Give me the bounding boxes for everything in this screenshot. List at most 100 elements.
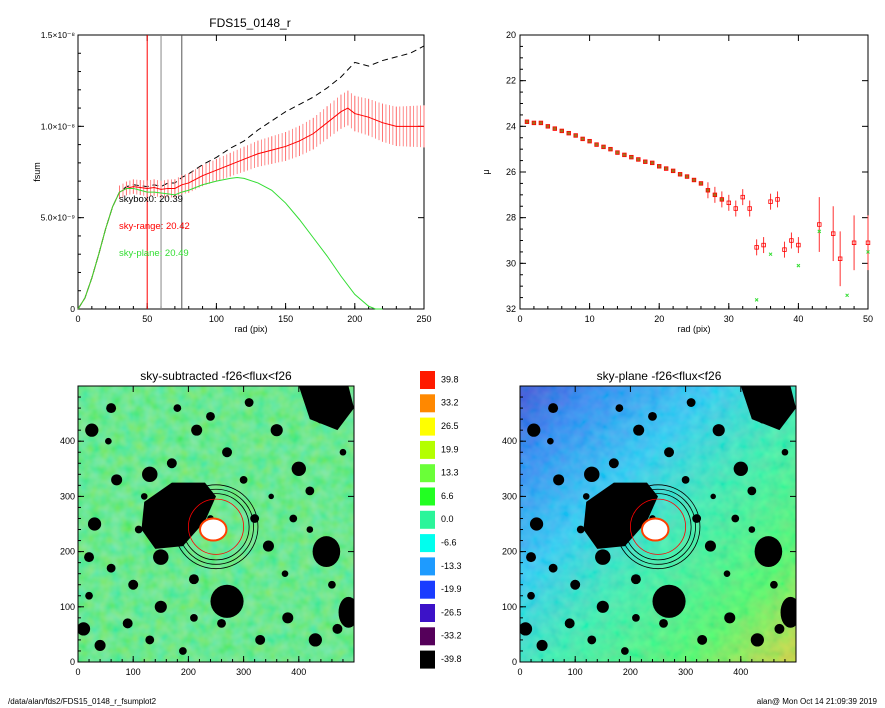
aperture-ring [178,488,254,565]
point-red [851,240,857,245]
mask-blob [582,493,590,500]
x-tick-label: 150 [278,314,293,324]
x-tick-label: 400 [291,667,306,677]
point-red [629,154,634,160]
mu-plot-points [524,119,871,302]
colorbar-swatch [420,464,435,483]
x-tick-label: 250 [416,314,431,324]
point-red [622,152,627,158]
mask-blob [105,437,112,445]
y-tick-label: 22 [506,76,516,86]
footer-path: /data/alan/fds2/FDS15_0148_r_fsumplot2 [8,697,157,706]
point-red [643,159,648,164]
mask-blob [686,398,696,407]
mask-blob [84,552,95,563]
point-red [789,238,794,243]
colorbar-swatch [420,487,435,506]
mask-blob [222,447,233,458]
sky-subtracted-masks [78,386,354,655]
y-tick-label: 32 [506,304,516,314]
colorbar-label: 39.8 [441,374,459,384]
point-red [670,168,676,174]
point-red [566,130,571,136]
x-tick-label: 50 [863,314,873,324]
mask-blob [142,466,158,483]
x-tick-label: 20 [654,314,664,324]
mask-blob [584,466,600,483]
target-core [640,517,670,542]
point-red [754,245,759,250]
mask-blob [308,633,322,647]
mask-blob [724,612,736,624]
mask-blob [106,403,117,414]
colorbar-swatch [420,604,435,622]
y-tick-label: 200 [60,547,75,557]
mask-blob [281,570,289,577]
point-red [615,150,620,155]
point-red [524,119,530,124]
point-red [601,144,606,150]
point-green [845,293,849,298]
point-red [573,133,578,138]
aperture-ring [173,484,259,570]
point-red [768,199,773,204]
mask-blob [217,618,226,628]
point-red [831,231,836,236]
mask-blob [648,411,657,421]
colorbar-label: -6.6 [441,537,457,547]
colorbar-label: -26.5 [441,607,462,617]
y-tick-label: 20 [506,30,516,40]
x-tick-label: 200 [623,667,638,677]
sky-subtracted-map: sky-subtracted -f26<flux<f26 00 100 100 200… [60,369,355,677]
colorbar-label: 13.3 [441,468,459,478]
mask-blob [564,618,575,629]
point-red [531,120,537,126]
mask-blob [748,526,756,533]
point-red [705,188,711,193]
mu-profile-plot: rad (pix) μ 0 10 20 30 40 50 20 22 24 26 28 30 32 [481,30,873,334]
mask-blob-large [338,596,354,628]
sky-plane-masks [520,386,796,655]
series-line-red [77,107,424,310]
mask-blob [94,639,106,651]
y-tick-label: 300 [502,491,517,501]
colorbar-swatch [420,627,435,646]
y-tick-label: 100 [60,602,75,612]
point-red [552,126,557,131]
mask-blob [527,423,541,437]
point-red [817,222,822,227]
mask-blob [339,448,347,456]
colorbar-label: -19.9 [441,584,462,594]
x-tick-label: 30 [724,314,734,324]
x-tick-label: 0 [75,667,80,677]
mask-blob [78,622,91,636]
colorbar-label: 0.0 [441,514,454,524]
mask-blob [179,647,187,655]
fsum-plot-ticks: 0 50 100 150 200 250 0 5.0×10⁻⁹ 1.0×10⁻⁸ 1.5×10⁻⁸ [41,30,432,324]
series-line-green [77,176,383,310]
mask-blob [733,461,748,476]
y-tick-label: 0 [512,657,517,667]
mask-blob [615,404,624,412]
aperture-ring [624,493,692,561]
fsum-plot-title: FDS15_0148_r [209,16,290,30]
colorbar-label: 6.6 [441,491,454,501]
mask-blob [122,618,133,629]
sky-plane-map: sky-plane -f26<flux<f26 00 100 100 200 200 30… [502,369,797,677]
sky-subtracted-frame [77,385,355,663]
mask-blob [154,600,167,613]
x-tick-label: 0 [75,314,80,324]
mask-blob [750,633,764,647]
mask-blob-large [312,536,341,568]
mask-blob [255,634,266,645]
y-tick-label: 5.0×10⁻⁹ [41,213,76,223]
y-tick-label: 30 [506,258,516,268]
x-tick-label: 10 [585,314,595,324]
mask-blob [774,623,785,634]
point-red [594,142,599,147]
colorbar-label: 26.5 [441,421,459,431]
mask-blob [85,423,99,437]
y-tick-label: 0 [70,304,75,314]
mask-blob [633,424,645,436]
mask-blob-large [652,584,686,618]
